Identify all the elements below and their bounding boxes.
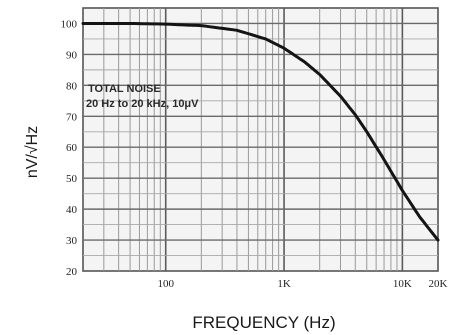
y-axis-title: nV/√Hz	[24, 126, 41, 178]
annotation-range: 20 Hz to 20 kHz, 10μV	[86, 98, 199, 110]
y-tick-label: 100	[61, 18, 78, 30]
y-tick-label: 50	[66, 173, 78, 185]
annotation-title: TOTAL NOISE	[88, 83, 161, 95]
x-tick-label: 10K	[393, 278, 412, 290]
x-tick-label: 1K	[277, 278, 291, 290]
y-tick-label: 20	[66, 266, 78, 278]
series-layer	[81, 22, 440, 242]
grid	[82, 7, 439, 272]
y-tick-label: 70	[66, 111, 78, 123]
tick-labels: 100 1K 10K 20K 100 90 80 70 60 50 40 30 20	[61, 18, 448, 290]
y-tick-label: 90	[66, 49, 78, 61]
y-tick-label: 80	[66, 80, 78, 92]
y-tick-label: 60	[66, 142, 78, 154]
y-tick-label: 40	[66, 204, 78, 216]
y-tick-label: 30	[66, 235, 78, 247]
x-tick-label: 20K	[429, 278, 448, 290]
x-tick-label: 100	[157, 278, 174, 290]
x-axis-title: FREQUENCY (Hz)	[192, 313, 335, 332]
plot-area	[82, 7, 439, 272]
series-line-0	[81, 22, 440, 242]
